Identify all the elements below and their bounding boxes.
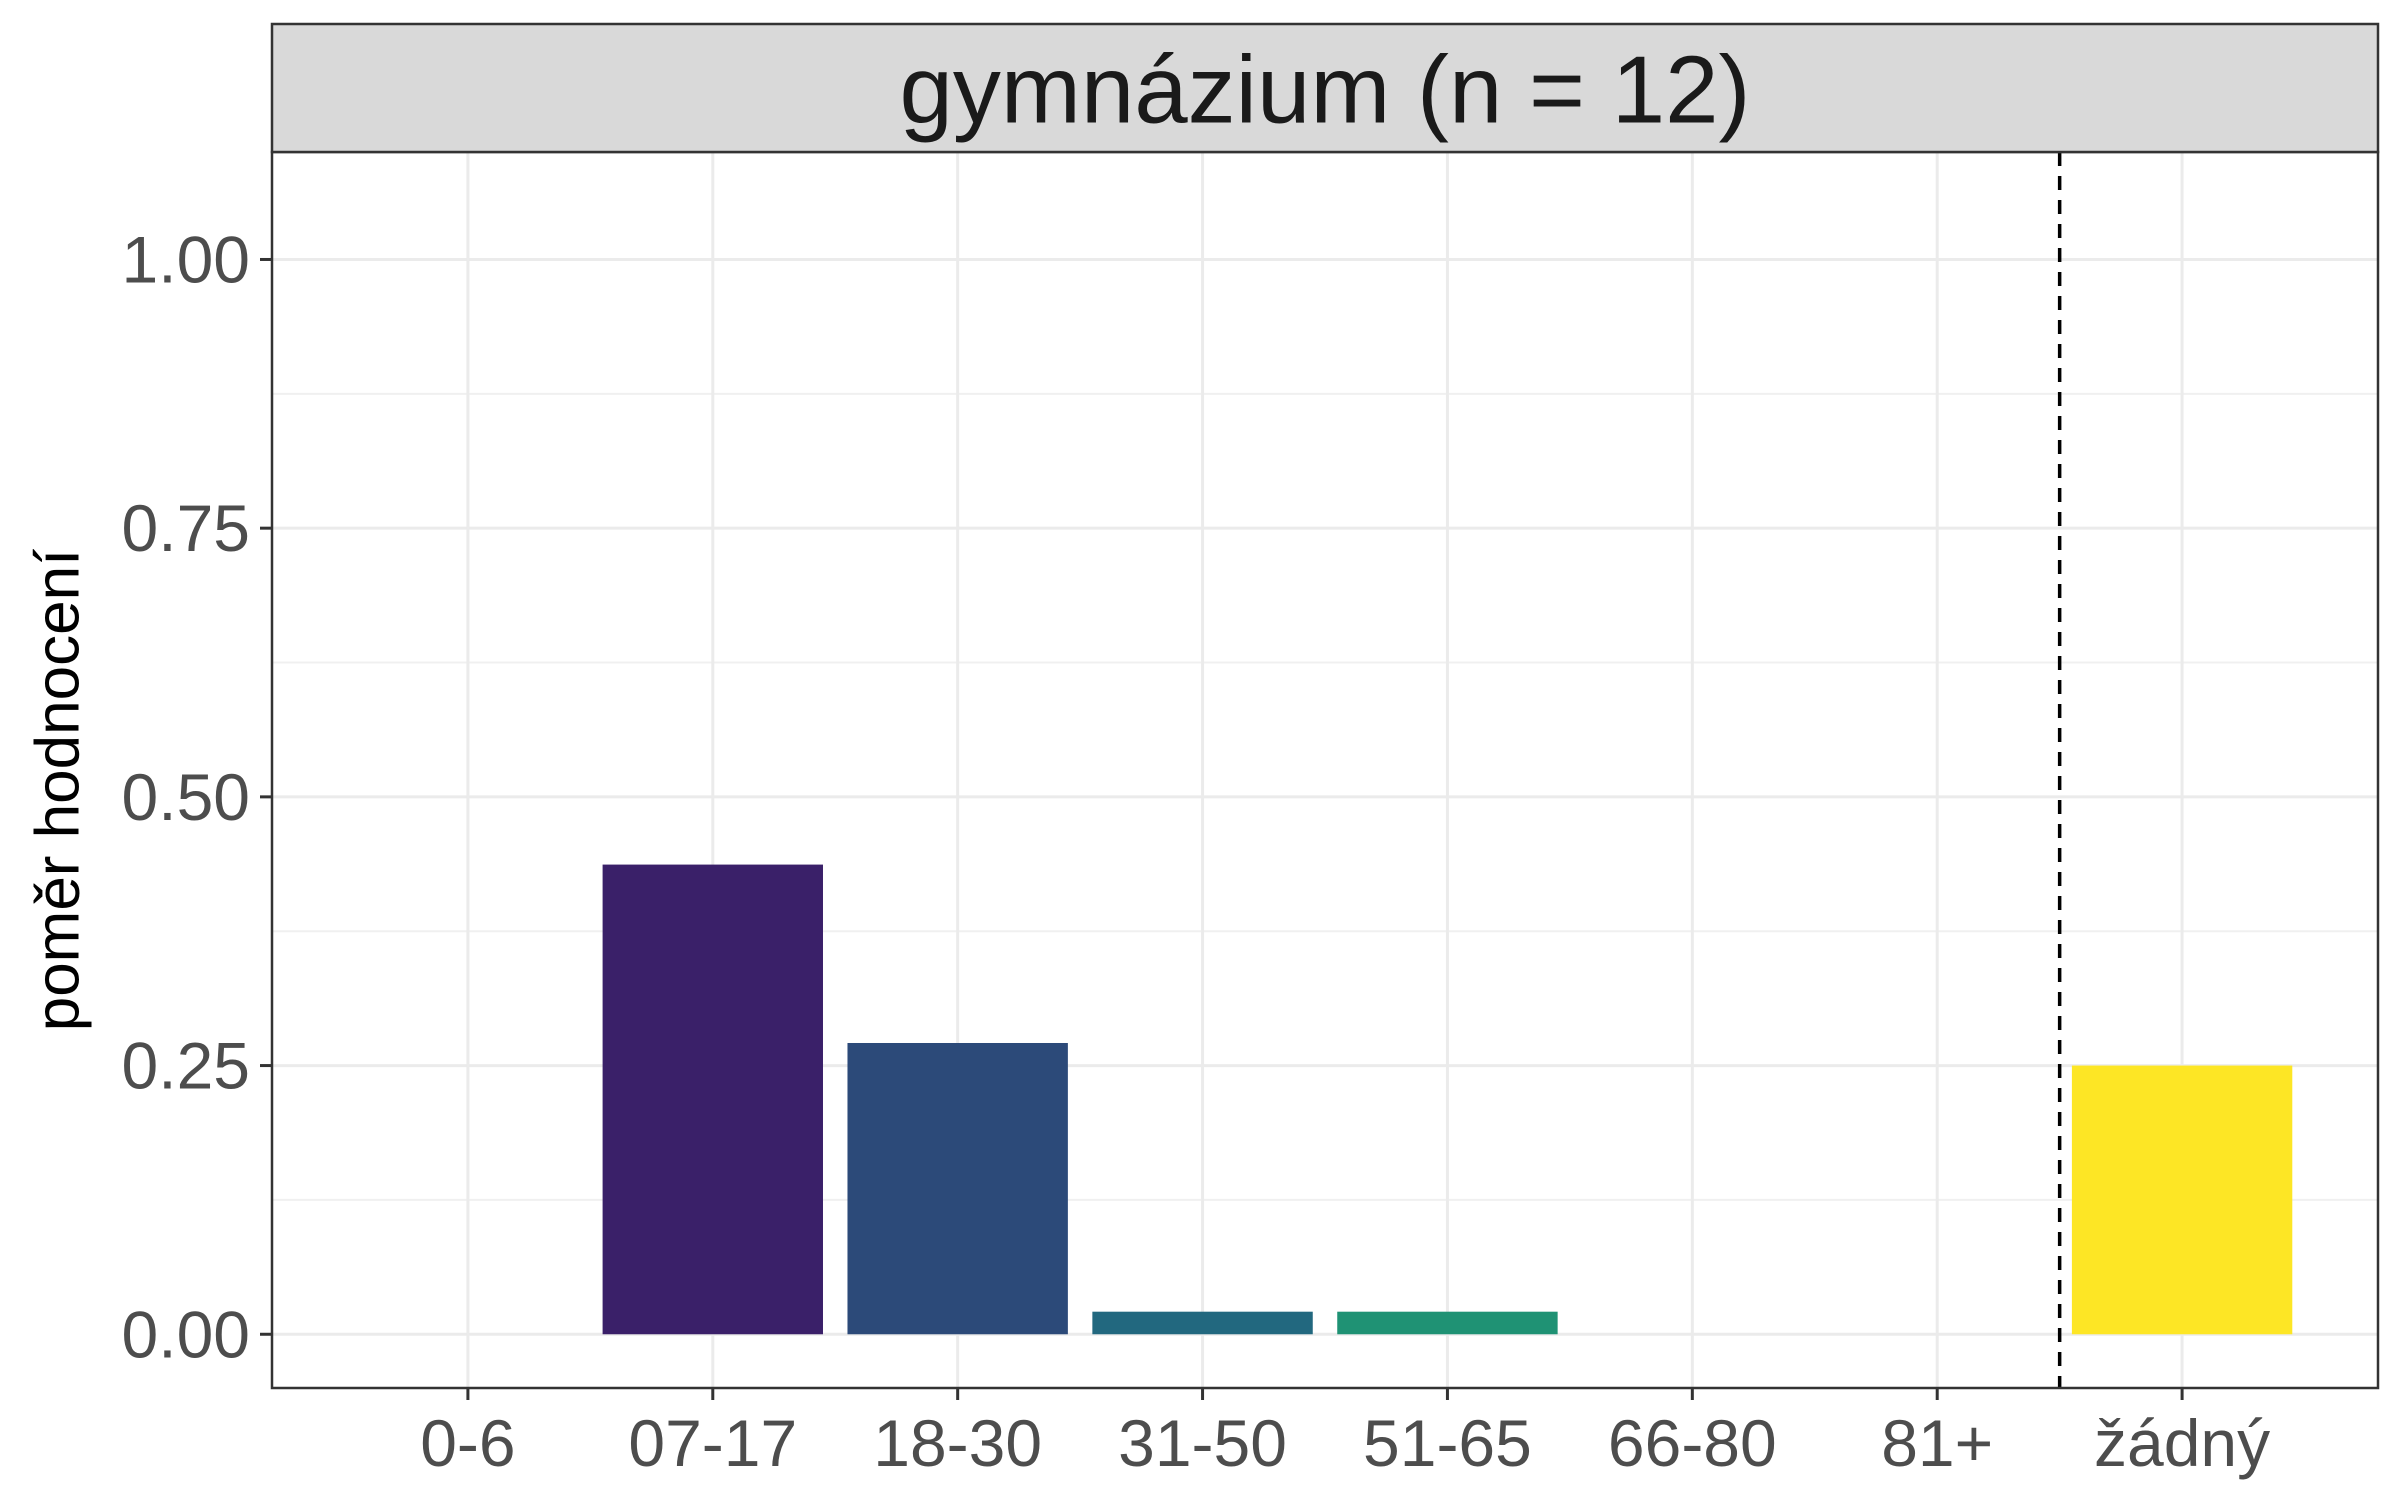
x-tick-label-0-6: 0-6 xyxy=(420,1406,515,1480)
x-tick-label-žádný: žádný xyxy=(2094,1406,2270,1480)
panel-background xyxy=(272,152,2378,1388)
x-tick-label-07-17: 07-17 xyxy=(628,1406,797,1480)
facet-strip-label: gymnázium (n = 12) xyxy=(899,37,1750,144)
bars xyxy=(602,864,2293,1335)
bar-žádný xyxy=(2071,1065,2293,1335)
x-tick-label-66-80: 66-80 xyxy=(1608,1406,1777,1480)
y-tick-label: 0.50 xyxy=(122,760,250,834)
x-tick-label-18-30: 18-30 xyxy=(873,1406,1042,1480)
grid-lines xyxy=(272,152,2378,1388)
y-tick-label: 0.75 xyxy=(122,491,250,565)
y-axis-title: poměr hodnocení xyxy=(24,549,93,1032)
y-tick-label: 1.00 xyxy=(122,222,250,296)
bar-51-65 xyxy=(1337,1311,1558,1335)
axes: 0.00 0.25 0.50 0.75 1.00 0-6 07-17 18-30 31-50 51… xyxy=(122,222,2271,1480)
y-tick-label: 0.00 xyxy=(122,1297,250,1371)
facet-strip-background xyxy=(270,22,2380,154)
y-tick-label: 0.25 xyxy=(122,1029,250,1103)
bar-18-30 xyxy=(847,1042,1068,1335)
bar-07-17 xyxy=(602,864,823,1335)
x-tick-label-31-50: 31-50 xyxy=(1118,1406,1287,1480)
x-tick-label-81+: 81+ xyxy=(1881,1406,1993,1480)
x-tick-label-51-65: 51-65 xyxy=(1363,1406,1532,1480)
facet-strip: gymnázium (n = 12) xyxy=(270,22,2380,154)
bar-31-50 xyxy=(1092,1311,1313,1335)
